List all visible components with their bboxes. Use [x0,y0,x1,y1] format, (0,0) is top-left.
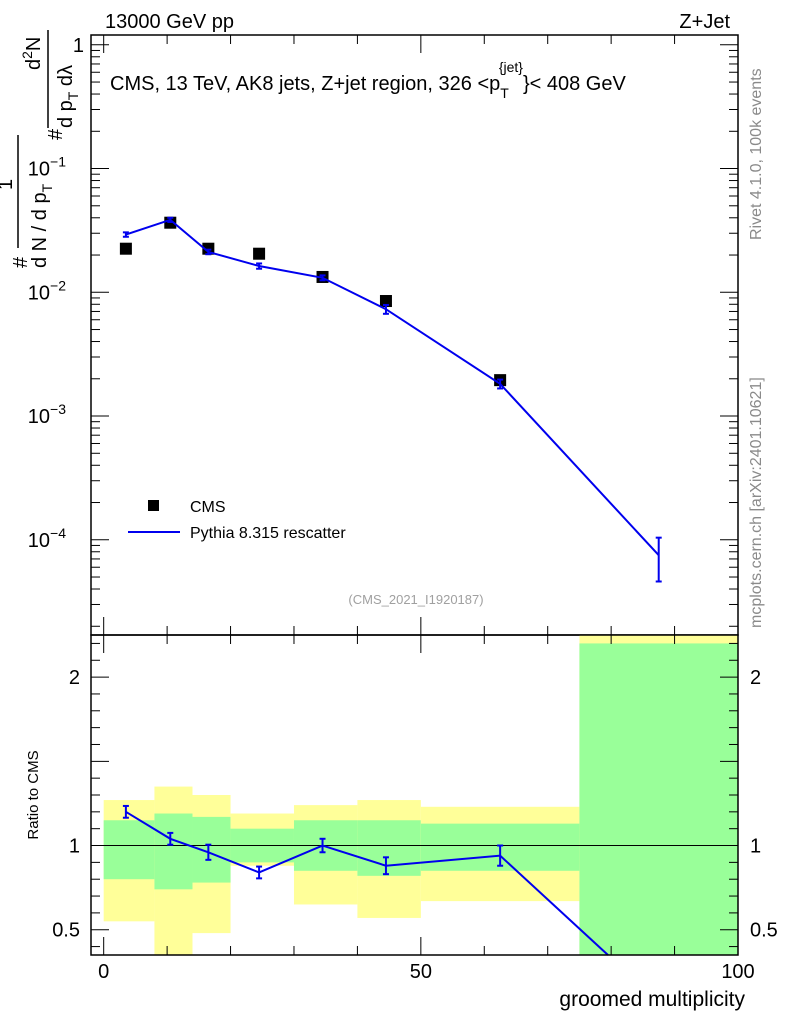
analysis-id: (CMS_2021_I1920187) [348,592,483,607]
x-tick-label: 0 [98,961,109,983]
green-band [154,813,193,890]
ratio-uncertainty-bands [103,635,738,955]
lower-panel: 0.5 0.5 1 1 2 2 0 50 100 Ratio to CMS groomed m… [25,634,778,1011]
upper-y-tick-labels: 1 10−1 10−2 10−3 10−4 [28,35,84,552]
legend-cms-label: CMS [190,499,226,516]
upper-panel: 1 10−1 10−2 10−3 10−4 CMS, 13 TeV, AK8 jets,… [28,34,739,636]
ylabel-hash-1: # [10,256,32,268]
x-tick-label: 50 [410,961,432,983]
mcplots-source-label: mcplots.cern.ch [arXiv:2401.10621] [748,377,765,628]
legend-pythia-label: Pythia 8.315 rescatter [190,525,346,542]
ylabel-den2: d pT dλ [55,65,81,128]
ylabel-hash-2: # [45,128,67,140]
ylabel-one: 1 [0,179,17,190]
lower-axis-ticks [91,635,739,955]
lower-y-tick-label: 0.5 [52,920,80,942]
legend-cms-marker [148,500,159,511]
upper-y-axis-label: # 1 d N / d pT # d2N d pT dλ [0,30,81,268]
x-tick-label: 100 [721,961,754,983]
cms-data-point [119,242,132,255]
lower-y-tick-label-right: 1 [750,836,761,858]
ylabel-den1: d N / d pT [29,183,55,268]
ylabel-num2: d2N [19,37,45,70]
lower-y-tick-label-right: 2 [750,667,761,689]
lower-y-tick-label: 2 [69,667,80,689]
chart-title: CMS, 13 TeV, AK8 jets, Z+jet region, 326… [110,59,626,101]
x-axis-label: groomed multiplicity [559,988,745,1011]
lower-y-tick-label-right: 0.5 [750,920,778,942]
cms-data-point [253,247,266,260]
legend: CMS Pythia 8.315 rescatter [128,499,346,542]
header-left: 13000 GeV pp [105,11,234,33]
green-band [357,820,421,876]
upper-y-tick-label: 10−4 [28,525,66,552]
upper-y-tick-label: 10−1 [28,154,66,181]
upper-axis-ticks [91,35,739,635]
header-right: Z+Jet [679,11,730,33]
green-band [192,816,231,883]
ratio-line [125,810,609,956]
green-band [103,820,155,880]
upper-series [119,216,662,583]
lower-y-tick-label: 1 [69,836,80,858]
upper-frame [90,34,739,636]
upper-y-tick-label: 10−2 [28,277,66,304]
upper-y-tick-label: 1 [73,35,84,57]
ratio-y-label: Ratio to CMS [25,750,42,839]
lower-frame [90,634,739,956]
x-tick-labels: 0 50 100 [98,961,755,983]
upper-y-tick-label: 10−3 [28,401,66,428]
rivet-version-label: Rivet 4.1.0, 100k events [748,68,765,240]
lower-y-tick-labels: 0.5 0.5 1 1 2 2 [52,667,778,942]
green-band [579,643,738,955]
pythia-line [125,218,660,556]
ratio-series [122,804,609,956]
